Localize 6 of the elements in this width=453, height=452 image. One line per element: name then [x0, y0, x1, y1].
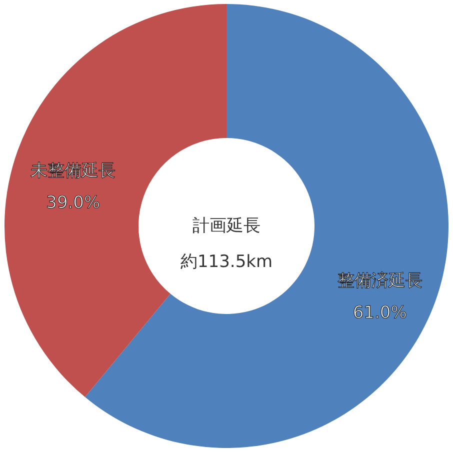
data-label: 61.0%	[352, 303, 407, 324]
data-label: 39.0%	[46, 192, 100, 213]
text: 約113.5km	[180, 252, 273, 272]
slice-label: 整備済延長	[337, 271, 422, 292]
text: 計画延長	[192, 216, 260, 236]
slice-label: 未整備延長	[30, 160, 116, 181]
